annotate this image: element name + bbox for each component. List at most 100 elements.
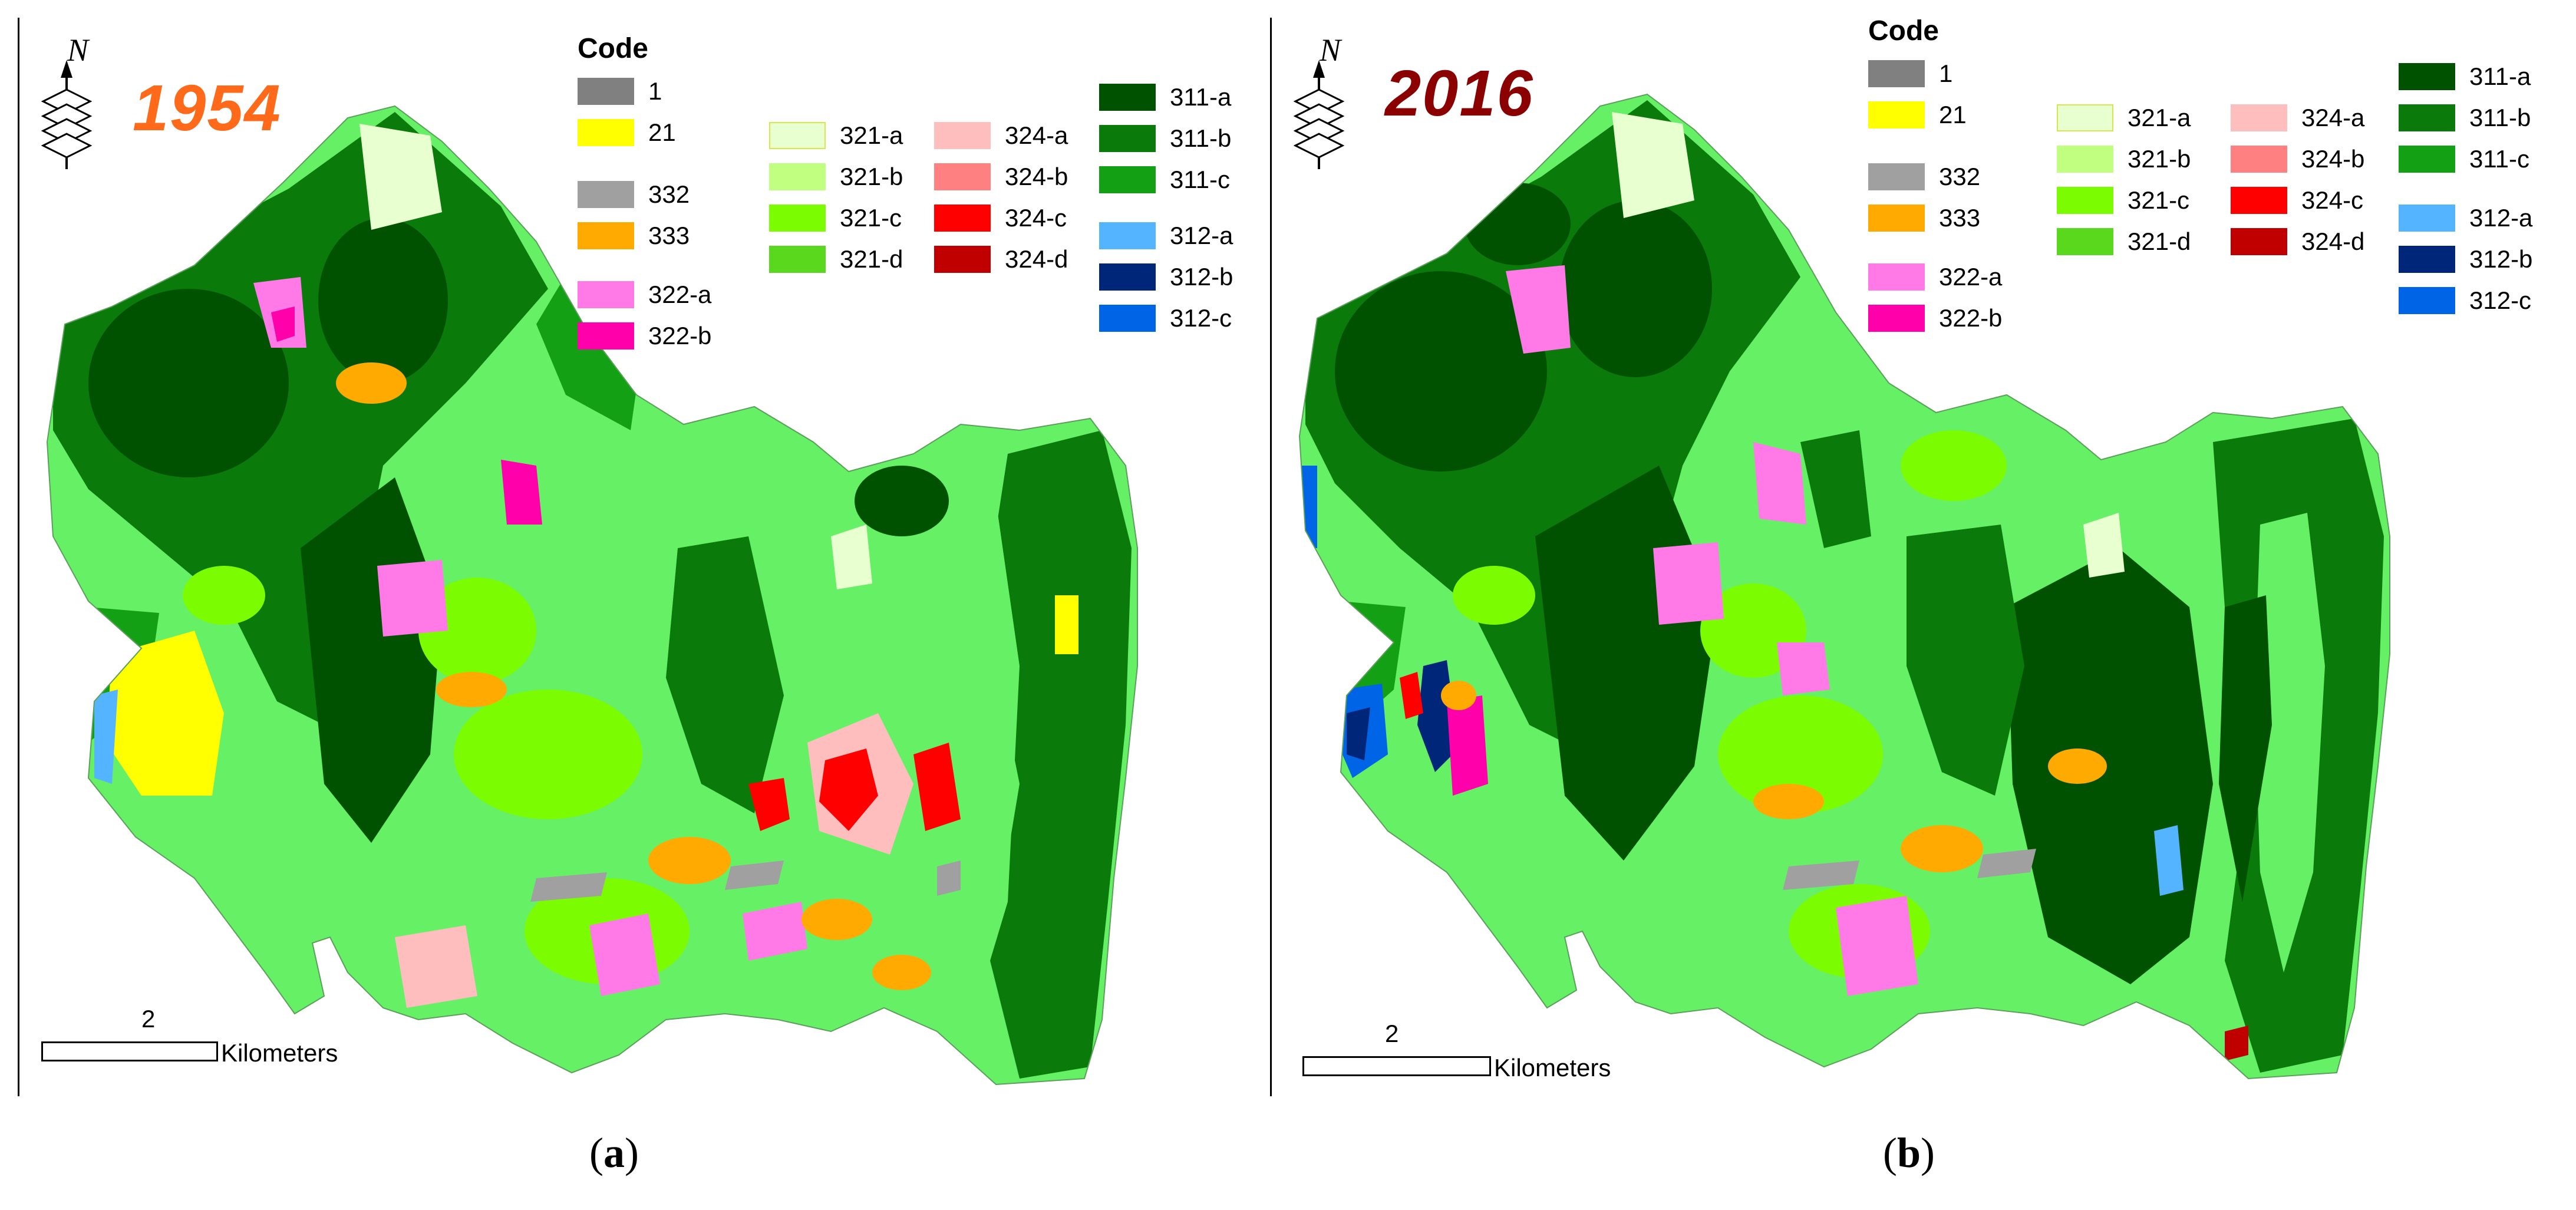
legend-item: 322-a: [1868, 262, 2002, 292]
legend-label: 321-a: [840, 121, 903, 149]
legend-label: 311-c: [2469, 145, 2529, 173]
legend-swatch: [2057, 104, 2113, 131]
legend-swatch: [578, 322, 634, 350]
north-label: N: [1320, 32, 1341, 68]
map-panel-1954: N 1954 Code 1 21 332 333 322-a 322-b 321…: [18, 18, 1255, 1096]
legend-item: 312-c: [1099, 304, 1232, 333]
map-year: 1954: [133, 72, 282, 144]
legend-item: 311-b: [2399, 103, 2531, 133]
legend-label: 312-a: [2469, 204, 2533, 232]
legend-swatch: [1868, 263, 1925, 291]
legend-item: 321-b: [2057, 144, 2191, 174]
legend-label: 311-a: [1170, 83, 1232, 111]
legend-item: 21: [1868, 100, 1967, 130]
legend-swatch: [578, 119, 634, 146]
map-panel-2016: N 2016 Code 1 21 332 333 322-a 322-b 321…: [1270, 15, 2532, 1096]
legend-item: 311-a: [1099, 83, 1231, 112]
legend-item: 321-d: [769, 245, 903, 274]
legend-label: 321-a: [2128, 104, 2191, 131]
legend-swatch: [769, 163, 826, 190]
legend-swatch: [769, 122, 826, 149]
legend-label: 321-c: [2128, 186, 2190, 214]
legend-item: 312-b: [2399, 245, 2532, 274]
caption-close-paren: ): [624, 1129, 639, 1176]
legend-label: 312-c: [2469, 286, 2532, 314]
legend-item: 322-a: [578, 280, 711, 309]
legend-swatch: [769, 246, 826, 273]
caption-letter: b: [1896, 1129, 1921, 1176]
legend-item: 324-b: [934, 162, 1068, 192]
legend-label: 324-d: [1005, 245, 1068, 273]
legend-swatch: [2231, 187, 2287, 214]
legend-label: 324-d: [2301, 228, 2365, 255]
legend-label: 312-a: [1170, 222, 1233, 249]
land-cover-map-1954: [46, 105, 1138, 1086]
left-frame-line: [1270, 18, 1272, 1096]
legend-item: 322-b: [1868, 304, 2002, 333]
legend-item: 321-d: [2057, 227, 2191, 256]
legend-label: 311-b: [1170, 124, 1232, 152]
legend-label: 332: [648, 180, 690, 208]
legend-item: 324-b: [2231, 144, 2364, 174]
legend-label: 312-b: [1170, 263, 1233, 291]
legend-swatch: [1099, 222, 1156, 249]
legend-label: 332: [1939, 163, 1981, 190]
caption-close-paren: ): [1921, 1129, 1935, 1176]
legend-item: 311-c: [1099, 165, 1230, 194]
legend-label: 21: [1939, 101, 1967, 128]
legend-item: 311-c: [2399, 144, 2529, 174]
legend-item: 324-a: [934, 121, 1068, 150]
scale-bar-graphic: [41, 1041, 218, 1061]
legend-swatch: [2399, 146, 2455, 173]
legend-item: 1: [578, 77, 662, 106]
legend-item: 324-a: [2231, 103, 2364, 133]
legend-label: 321-c: [840, 204, 902, 232]
legend-item: 321-a: [769, 121, 903, 150]
legend-label: 324-b: [1005, 163, 1068, 190]
legend-swatch: [1868, 60, 1925, 87]
legend-swatch: [1099, 125, 1156, 152]
north-arrow-icon: N: [1287, 32, 1351, 172]
legend-label: 1: [1939, 60, 1953, 87]
legend-item: 324-c: [2231, 186, 2363, 215]
legend-item: 321-b: [769, 162, 903, 192]
legend-swatch: [578, 78, 634, 105]
legend-item: 321-c: [2057, 186, 2189, 215]
legend-label: 312-c: [1170, 304, 1232, 332]
legend-item: 311-b: [1099, 124, 1231, 153]
legend-item: 324-d: [934, 245, 1068, 274]
legend-label: 21: [648, 118, 676, 146]
legend-swatch: [1868, 305, 1925, 332]
legend-swatch: [1099, 263, 1156, 291]
caption-a: (a): [589, 1129, 639, 1178]
legend-item: 324-d: [2231, 227, 2364, 256]
legend-item: 312-b: [1099, 262, 1233, 292]
legend-item: 312-a: [2399, 203, 2532, 233]
legend-item: 311-a: [2399, 62, 2531, 91]
caption-b: (b): [1883, 1129, 1935, 1178]
legend-swatch: [934, 246, 991, 273]
legend-label: 333: [648, 222, 690, 249]
legend-label: 321-d: [2128, 228, 2191, 255]
scale-unit: Kilometers: [1494, 1054, 1611, 1082]
legend-swatch: [2057, 146, 2113, 173]
legend-label: 324-a: [2301, 104, 2365, 131]
legend-item: 333: [1868, 203, 1980, 233]
scale-number: 2: [141, 1005, 156, 1033]
legend-swatch: [2399, 246, 2455, 273]
legend-label: 322-b: [1939, 304, 2003, 332]
left-frame-line: [18, 18, 19, 1096]
legend-swatch: [578, 222, 634, 249]
legend-swatch: [934, 163, 991, 190]
legend-swatch: [2057, 187, 2113, 214]
legend-swatch: [934, 122, 991, 149]
legend-swatch: [2231, 228, 2287, 255]
scale-number: 2: [1385, 1020, 1399, 1047]
legend-item: 312-c: [2399, 286, 2531, 315]
legend-item: 321-c: [769, 203, 902, 233]
legend-item: 21: [578, 118, 676, 147]
legend-item: 1: [1868, 59, 1952, 88]
legend-label: 311-c: [1170, 166, 1230, 193]
legend-swatch: [1099, 84, 1156, 111]
legend-swatch: [2399, 104, 2455, 131]
